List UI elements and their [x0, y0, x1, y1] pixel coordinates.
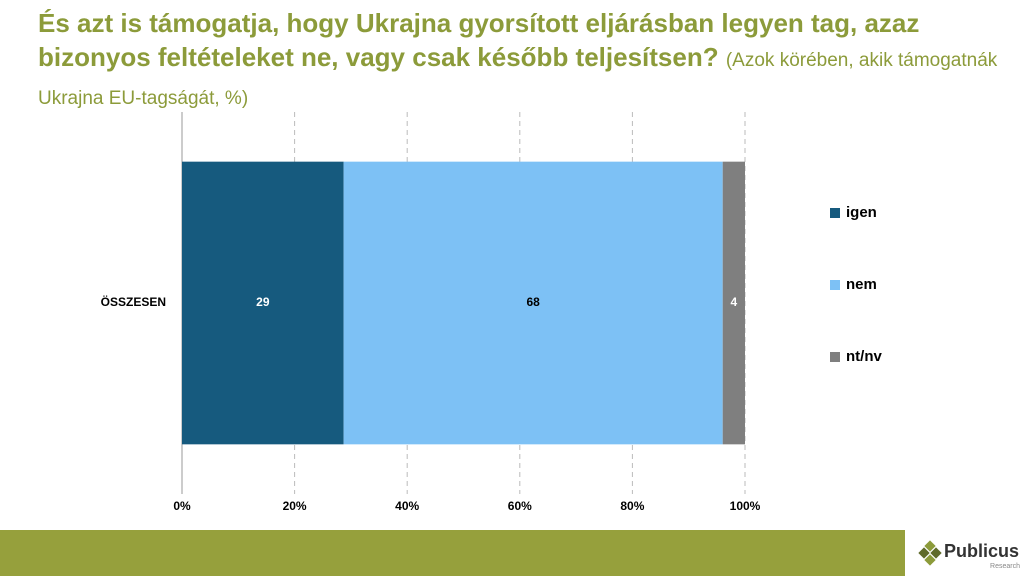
data-label: 29 [256, 295, 270, 309]
legend-label: nem [846, 276, 877, 293]
x-tick-label: 40% [395, 499, 419, 513]
brand-sub: Research [990, 563, 1020, 570]
data-label: 68 [526, 295, 540, 309]
legend-label: igen [846, 204, 877, 221]
chart-title: És azt is támogatja, hogy Ukrajna gyorsí… [38, 8, 920, 72]
title-block: És azt is támogatja, hogy Ukrajna gyorsí… [38, 6, 998, 116]
bar-segment [722, 161, 745, 445]
legend-swatch [830, 208, 840, 218]
logo: Publicus Research [918, 540, 1020, 570]
logo-icon [918, 540, 942, 566]
bar-segment [343, 161, 723, 445]
data-label: 4 [731, 295, 738, 309]
chart-subtitle: (Azok körében, akik támogatnák Ukrajna E… [38, 50, 998, 109]
legend-swatch [830, 280, 840, 290]
brand: Publicus [944, 541, 1019, 561]
y-tick-label: ÖSSZESEN [101, 294, 166, 309]
x-tick-label: 100% [730, 499, 761, 513]
x-tick-label: 0% [173, 499, 191, 513]
chart: 0% 20% 40% 60% 80% 100% ÖSSZESEN 29 68 4 igen nem nt… [101, 112, 882, 513]
x-tick-label: 60% [508, 499, 532, 513]
x-tick-label: 80% [620, 499, 644, 513]
x-tick-label: 20% [283, 499, 307, 513]
legend-label: nt/nv [846, 348, 882, 365]
footer-bar [0, 530, 905, 576]
bar-segment [182, 161, 344, 445]
legend-swatch [830, 352, 840, 362]
